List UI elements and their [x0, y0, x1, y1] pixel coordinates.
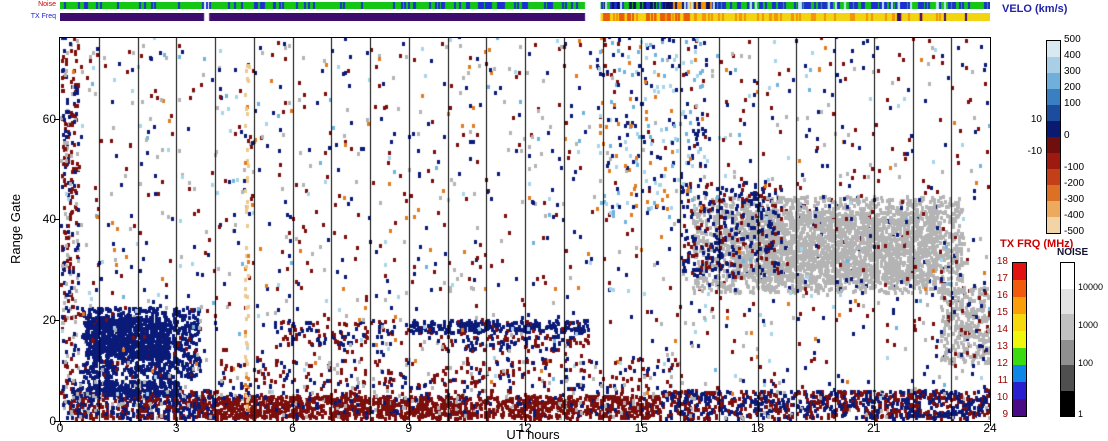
freq-colorbar-label: 9 [1002, 409, 1008, 420]
freq-colorbar-label: 18 [996, 256, 1008, 267]
noise-colorbar-label: 1 [1078, 409, 1084, 419]
velocity-colorbar-segment [1047, 217, 1060, 233]
freq-colorbar-label: 10 [996, 392, 1008, 403]
x-tick-label: 18 [750, 421, 765, 435]
x-tick-mark [292, 421, 294, 426]
velocity-colorbar-label: 300 [1064, 66, 1081, 77]
y-axis-title: Range Gate [8, 193, 23, 265]
freq-colorbar-segment [1013, 314, 1026, 331]
x-tick-label: 24 [983, 421, 997, 435]
noise-colorbar-segment [1061, 339, 1074, 365]
velocity-colorbar-segment [1047, 41, 1060, 57]
freq-colorbar-segment [1013, 280, 1026, 297]
noise-colorbar-segment [1061, 390, 1074, 416]
x-tick-mark [408, 421, 410, 426]
velocity-colorbar-segment [1047, 121, 1060, 137]
velocity-colorbar-label: 10 [1030, 114, 1042, 125]
x-tick-label: 3 [172, 421, 180, 435]
velocity-colorbar-segment [1047, 89, 1060, 105]
velocity-colorbar-segment [1047, 201, 1060, 217]
freq-colorbar-segment [1013, 297, 1026, 314]
x-tick-label: 6 [289, 421, 296, 435]
noise-colorbar-title: NOISE [1057, 247, 1089, 258]
tx-freq-strip [60, 13, 990, 21]
freq-colorbar-label: 15 [996, 307, 1008, 318]
plot-area [59, 37, 991, 422]
noise-colorbar-label: 10000 [1078, 282, 1104, 292]
y-tick-label: 0 [49, 414, 56, 428]
x-tick-label: 9 [405, 421, 413, 435]
velocity-colorbar-label: 400 [1064, 50, 1081, 61]
velocity-colorbar-segment [1047, 73, 1060, 89]
velocity-colorbar-label: -200 [1064, 178, 1085, 189]
freq-colorbar-segment [1013, 348, 1026, 365]
velocity-colorbar [1046, 40, 1061, 234]
y-tick-mark [54, 219, 59, 221]
freq-colorbar-label: 13 [996, 341, 1008, 352]
velocity-colorbar-segment [1047, 105, 1060, 121]
x-tick-mark [990, 421, 991, 426]
y-tick-mark [54, 421, 59, 422]
noise-colorbar-segment [1061, 365, 1074, 391]
velocity-colorbar-segment [1047, 169, 1060, 185]
freq-colorbar-label: 17 [996, 273, 1008, 284]
y-tick-mark [54, 320, 59, 322]
noise-strip [60, 2, 990, 9]
velocity-colorbar-label: 200 [1064, 82, 1081, 93]
noise-colorbar-segment [1061, 263, 1074, 289]
velocity-colorbar-label: -10 [1027, 146, 1042, 157]
velocity-colorbar-segment [1047, 57, 1060, 73]
freq-colorbar-segment [1013, 382, 1026, 399]
y-tick-mark [54, 118, 59, 120]
freq-colorbar-label: 12 [996, 358, 1008, 369]
velocity-colorbar-label: -100 [1064, 162, 1085, 173]
noise-colorbar [1060, 262, 1075, 417]
noise-colorbar-label: 100 [1078, 358, 1094, 368]
freq-colorbar-segment [1013, 263, 1026, 280]
range-time-plot-canvas [60, 38, 990, 421]
velocity-colorbar-label: -300 [1064, 194, 1085, 205]
tx-freq-strip-label: TX Freq [30, 13, 56, 20]
velocity-colorbar-label: 500 [1064, 34, 1081, 45]
velocity-colorbar-label: 100 [1064, 98, 1081, 109]
velocity-colorbar-segment [1047, 153, 1060, 169]
freq-colorbar-segment [1013, 365, 1026, 382]
freq-colorbar [1012, 262, 1027, 417]
velocity-colorbar-label: 0 [1064, 130, 1070, 141]
freq-colorbar-title: TX FRQ (MHz) [1000, 238, 1074, 250]
noise-colorbar-segment [1061, 314, 1074, 340]
x-tick-label: 15 [634, 421, 648, 435]
noise-colorbar-segment [1061, 288, 1074, 314]
velocity-colorbar-segment [1047, 137, 1060, 153]
freq-colorbar-label: 14 [996, 324, 1008, 335]
velocity-colorbar-label: -500 [1064, 226, 1085, 237]
x-axis-title: UT hours [506, 427, 560, 441]
x-tick-mark [641, 421, 643, 426]
y-tick-label: 40 [42, 212, 56, 227]
x-tick-mark [525, 421, 526, 426]
x-tick-mark [757, 421, 759, 426]
y-tick-label: 60 [42, 111, 56, 126]
freq-colorbar-label: 11 [997, 375, 1008, 386]
x-tick-mark [873, 421, 875, 426]
x-tick-mark [176, 421, 178, 426]
velocity-colorbar-label: -400 [1064, 210, 1085, 221]
x-tick-label: 0 [56, 421, 64, 435]
freq-colorbar-segment [1013, 331, 1026, 348]
x-tick-label: 21 [867, 421, 881, 435]
noise-colorbar-label: 1000 [1078, 320, 1099, 330]
velocity-colorbar-segment [1047, 185, 1060, 201]
x-tick-label: 12 [518, 421, 532, 435]
x-tick-mark [60, 421, 61, 426]
noise-strip-label: Noise [38, 1, 56, 8]
freq-colorbar-label: 16 [996, 290, 1008, 301]
velocity-colorbar-title: VELO (km/s) [1002, 3, 1068, 15]
freq-colorbar-segment [1013, 399, 1026, 416]
y-tick-label: 20 [42, 313, 56, 328]
